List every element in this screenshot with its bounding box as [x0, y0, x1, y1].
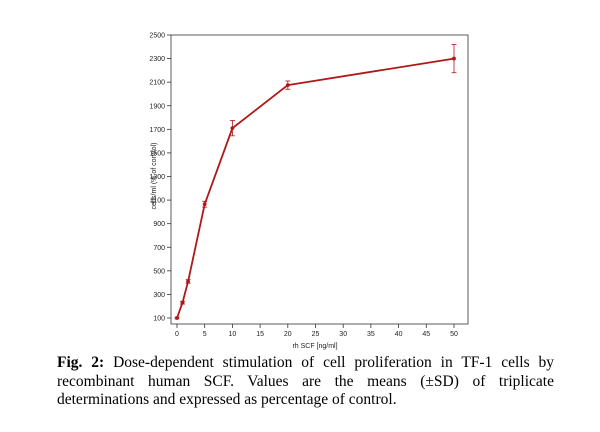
x-tick-label: 50	[450, 331, 458, 338]
x-axis-title: rh SCF [ng/ml]	[292, 343, 337, 350]
y-axis: 100 300 500 700 900 1100 1300 1500 1700 1900 2100 2…	[149, 33, 171, 323]
caption-text: Dose-dependent stimulation of cell proli…	[57, 354, 555, 408]
y-tick-label: 1500	[149, 150, 165, 157]
caption-label: Fig. 2:	[57, 354, 105, 371]
x-tick-label: 5	[203, 331, 207, 338]
chart: 1003005007009001100130015001700190021002…	[149, 33, 469, 350]
x-tick-label: 25	[312, 331, 320, 338]
data-point	[285, 83, 290, 88]
x-tick-label: 0	[175, 331, 179, 338]
plot-frame	[170, 34, 469, 325]
y-tick-label: 2300	[149, 56, 165, 63]
y-tick-label: 2100	[149, 80, 165, 87]
y-tick-label: 300	[153, 292, 165, 299]
y-tick-label: 1700	[149, 127, 165, 134]
x-tick-label: 10	[229, 331, 237, 338]
x-tick-label: 40	[395, 331, 403, 338]
y-tick-label: 2500	[149, 33, 165, 40]
data-point	[180, 300, 185, 305]
figure-caption: Fig. 2: Dose-dependent stimulation of ce…	[57, 354, 554, 410]
data-point	[175, 316, 179, 320]
y-tick-label: 1300	[149, 174, 165, 181]
data-point	[202, 202, 207, 207]
x-tick-label: 30	[339, 331, 347, 338]
data-series	[174, 44, 457, 320]
x-axis: 0 5 10 15 20 25 30 35 40 45 50	[175, 324, 458, 338]
x-tick-label: 20	[284, 331, 292, 338]
y-tick-label: 900	[153, 221, 165, 228]
data-point	[186, 279, 190, 284]
y-tick-label: 100	[153, 316, 165, 323]
y-tick-label: 700	[153, 245, 165, 252]
y-tick-label: 1100	[150, 198, 165, 205]
y-tick-label: 1900	[149, 103, 165, 110]
x-tick-label: 45	[422, 331, 430, 338]
y-tick-label: 500	[153, 268, 165, 275]
x-tick-label: 35	[367, 331, 375, 338]
series-line	[176, 57, 455, 319]
x-tick-label: 15	[256, 331, 264, 338]
data-point	[452, 56, 456, 61]
y-axis-title: cells/ml (% of control)	[151, 143, 158, 210]
data-point	[230, 126, 235, 131]
